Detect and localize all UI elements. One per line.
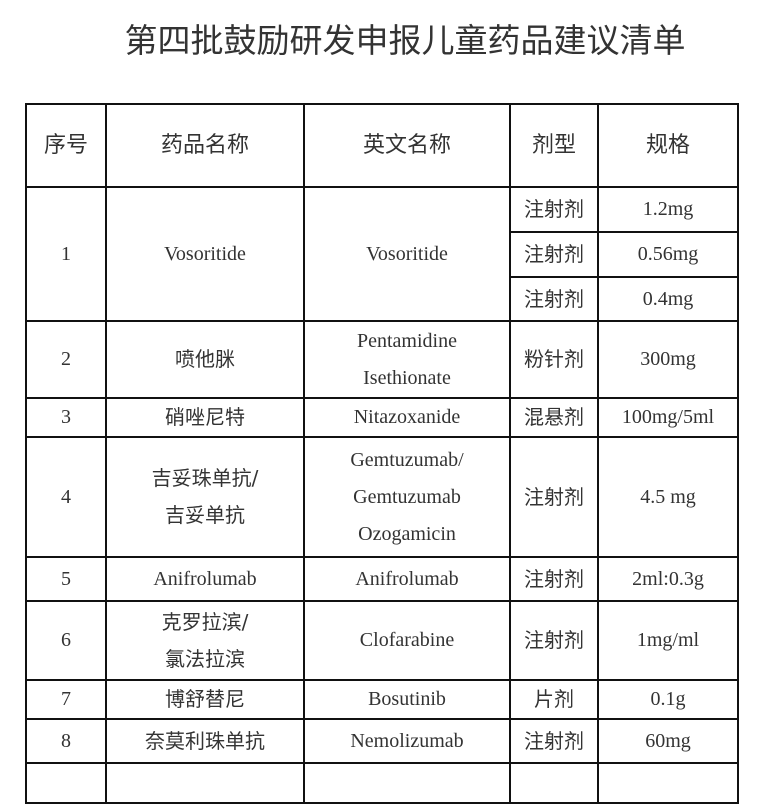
cell-form: 注射剂 [509, 600, 599, 681]
cell-en-line: Gemtuzumab [353, 485, 461, 508]
cell-en: Vosoritide [303, 186, 511, 322]
cell-name: 奈莫利珠单抗 [105, 718, 305, 764]
cell-name-line: 氯法拉滨 [165, 646, 245, 671]
cell-form: 注射剂 [509, 718, 599, 764]
header-spec: 规格 [597, 103, 739, 188]
cell-empty [597, 762, 739, 804]
table-row-partial [25, 762, 739, 804]
cell-empty [509, 762, 599, 804]
cell-name: 吉妥珠单抗/吉妥单抗 [105, 436, 305, 558]
cell-en: Nitazoxanide [303, 397, 511, 438]
cell-no: 8 [25, 718, 107, 764]
table-row: 1 Vosoritide Vosoritide 注射剂 1.2mg [25, 186, 739, 322]
cell-name: 喷他脒 [105, 320, 305, 399]
cell-spec: 2ml:0.3g [597, 556, 739, 602]
cell-en-line: Gemtuzumab/ [350, 448, 464, 471]
cell-en: Bosutinib [303, 679, 511, 720]
cell-form: 注射剂 [509, 436, 599, 558]
cell-form: 注射剂 [509, 556, 599, 602]
cell-en: Gemtuzumab/Gemtuzumab Ozogamicin [303, 436, 511, 558]
cell-no: 2 [25, 320, 107, 399]
header-en: 英文名称 [303, 103, 511, 188]
cell-en: Pentamidine Isethionate [303, 320, 511, 399]
cell-spec: 0.56mg [597, 231, 739, 278]
table-subrow: 注射剂 0.4mg [26, 276, 739, 322]
table-row: 8 奈莫利珠单抗 Nemolizumab 注射剂 60mg [25, 718, 739, 764]
table-row: 7 博舒替尼 Bosutinib 片剂 0.1g [25, 679, 739, 720]
cell-spec: 0.4mg [597, 276, 739, 322]
cell-name-line: 克罗拉滨/ [161, 609, 249, 634]
cell-name: 博舒替尼 [105, 679, 305, 720]
cell-empty [25, 762, 107, 804]
cell-spec: 4.5 mg [597, 436, 739, 558]
table-subrow: 注射剂 0.56mg [26, 231, 739, 278]
cell-empty [303, 762, 511, 804]
cell-form: 注射剂 [509, 186, 599, 233]
cell-name: 克罗拉滨/氯法拉滨 [105, 600, 305, 681]
table-header: 序号 药品名称 英文名称 剂型 规格 [25, 103, 739, 188]
cell-en-line: Isethionate [363, 366, 451, 389]
cell-form: 粉针剂 [509, 320, 599, 399]
cell-form: 注射剂 [509, 231, 599, 278]
cell-no: 1 [25, 186, 107, 322]
page-title: 第四批鼓励研发申报儿童药品建议清单 [124, 21, 686, 60]
table-row: 3 硝唑尼特 Nitazoxanide 混悬剂 100mg/5ml [25, 397, 739, 438]
cell-no: 3 [25, 397, 107, 438]
cell-no: 5 [25, 556, 107, 602]
cell-form: 注射剂 [509, 276, 599, 322]
header-name: 药品名称 [105, 103, 305, 188]
table-row: 2 喷他脒 Pentamidine Isethionate 粉针剂 300mg [25, 320, 739, 399]
header-form: 剂型 [509, 103, 599, 188]
cell-en-line: Pentamidine [357, 329, 457, 352]
cell-no: 4 [25, 436, 107, 558]
drug-table: 序号 药品名称 英文名称 剂型 规格 1 Vosoritide Vosoriti… [25, 103, 739, 804]
cell-en-line: Ozogamicin [358, 522, 456, 545]
cell-spec: 100mg/5ml [597, 397, 739, 438]
header-no: 序号 [25, 103, 107, 188]
cell-form: 片剂 [509, 679, 599, 720]
cell-name-line: 吉妥珠单抗/ [151, 466, 259, 490]
cell-spec: 1mg/ml [597, 600, 739, 681]
cell-en: Nemolizumab [303, 718, 511, 764]
table-row: 5 Anifrolumab Anifrolumab 注射剂 2ml:0.3g [25, 556, 739, 602]
cell-form: 混悬剂 [509, 397, 599, 438]
cell-spec: 300mg [597, 320, 739, 399]
cell-en: Anifrolumab [303, 556, 511, 602]
table-row: 6 克罗拉滨/氯法拉滨 Clofarabine 注射剂 1mg/ml [25, 600, 739, 681]
cell-spec: 0.1g [597, 679, 739, 720]
cell-name: 硝唑尼特 [105, 397, 305, 438]
table-row: 4 吉妥珠单抗/吉妥单抗 Gemtuzumab/Gemtuzumab Ozogam… [25, 436, 739, 558]
cell-name-line: 吉妥单抗 [165, 503, 245, 527]
cell-no: 6 [25, 600, 107, 681]
cell-name: Vosoritide [105, 186, 305, 322]
cell-empty [105, 762, 305, 804]
cell-spec: 60mg [597, 718, 739, 764]
cell-spec: 1.2mg [597, 186, 739, 233]
cell-en: Clofarabine [303, 600, 511, 681]
cell-name: Anifrolumab [105, 556, 305, 602]
cell-no: 7 [25, 679, 107, 720]
